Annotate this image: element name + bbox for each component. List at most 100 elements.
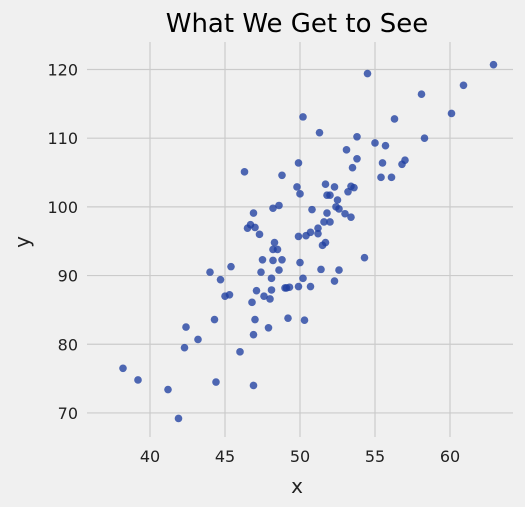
scatter-point	[387, 173, 396, 182]
scatter-point	[347, 213, 355, 221]
scatter-point	[296, 258, 304, 267]
scatter-point	[326, 218, 334, 226]
scatter-point	[212, 378, 220, 386]
scatter-point	[257, 268, 265, 276]
scatter-point	[489, 60, 498, 69]
x-tick-label: 55	[365, 447, 385, 466]
scatter-point	[251, 315, 259, 324]
scatter-point	[275, 266, 283, 274]
scatter-point	[321, 180, 330, 188]
x-tick-labels: 40 45 50 55 60	[140, 447, 460, 466]
chart-title: What We Get to See	[166, 9, 429, 39]
x-tick-label: 60	[440, 447, 460, 466]
scatter-point	[294, 282, 303, 291]
scatter-point	[420, 134, 429, 142]
x-tick-label: 50	[290, 447, 310, 466]
scatter-point	[296, 190, 304, 198]
scatter-point	[335, 205, 343, 213]
scatter-point	[348, 163, 357, 172]
scatter-point	[285, 283, 294, 292]
gridlines	[87, 42, 513, 437]
scatter-point	[371, 139, 379, 147]
scatter-point	[134, 376, 142, 384]
scatter-point	[216, 275, 225, 284]
scatter-point	[300, 316, 309, 325]
scatter-point	[293, 183, 301, 191]
scatter-point	[249, 381, 258, 390]
scatter-point	[377, 173, 385, 182]
scatter-point	[273, 245, 282, 254]
scatter-point	[299, 274, 307, 283]
y-tick-label: 110	[47, 129, 78, 148]
scatter-point	[360, 253, 369, 262]
scatter-point	[447, 109, 456, 118]
scatter-point	[236, 348, 244, 356]
scatter-point	[194, 335, 202, 344]
scatter-point	[284, 314, 292, 322]
x-tick-label: 45	[215, 447, 235, 466]
scatter-point	[248, 298, 256, 307]
scatter-point	[267, 286, 276, 294]
scatter-point	[353, 133, 361, 141]
scatter-point	[249, 209, 258, 217]
scatter-point	[278, 255, 286, 264]
scatter-point	[264, 323, 273, 332]
scatter-point	[417, 90, 426, 99]
scatter-point	[251, 223, 259, 232]
scatter-point	[164, 385, 172, 394]
scatter-point	[320, 218, 328, 226]
scatter-point	[270, 238, 279, 247]
scatter-point	[269, 256, 277, 265]
y-tick-label: 120	[47, 60, 78, 79]
scatter-point	[258, 255, 267, 264]
scatter-point	[240, 168, 249, 176]
scatter-point	[266, 295, 274, 303]
scatter-point	[119, 364, 127, 373]
scatter-point	[326, 191, 334, 199]
scatter-point	[317, 265, 325, 274]
scatter-point	[308, 205, 316, 214]
scatter-point	[260, 292, 268, 300]
x-tick-label: 40	[140, 447, 160, 466]
y-tick-label: 100	[47, 198, 78, 217]
scatter-point	[335, 266, 343, 274]
scatter-point	[401, 156, 409, 164]
scatter-point	[278, 171, 286, 180]
scatter-point	[275, 201, 283, 210]
scatter-point	[381, 141, 390, 150]
scatter-point	[350, 183, 358, 192]
scatter-point	[252, 286, 261, 295]
scatter-point	[314, 229, 322, 238]
scatter-point	[225, 291, 234, 299]
scatter-point	[206, 268, 214, 276]
scatter-point	[182, 323, 190, 331]
scatter-point	[255, 230, 264, 239]
scatter-point	[314, 224, 322, 232]
y-tick-label: 80	[58, 335, 78, 354]
scatter-point	[267, 274, 276, 283]
scatter-point	[306, 282, 315, 291]
scatter-point	[390, 115, 399, 123]
scatter-point	[227, 262, 235, 271]
data-points	[119, 60, 498, 423]
scatter-point	[333, 196, 342, 204]
scatter-point	[315, 128, 324, 137]
scatter-point	[363, 69, 372, 78]
scatter-point	[323, 209, 331, 217]
scatter-point	[342, 146, 351, 154]
scatter-point	[341, 209, 349, 218]
scatter-point	[330, 277, 339, 285]
scatter-point	[459, 81, 468, 90]
x-axis-label: x	[291, 474, 303, 498]
scatter-point	[353, 154, 361, 163]
scatter-point	[299, 113, 307, 121]
scatter-point	[174, 414, 183, 423]
scatter-point	[249, 330, 258, 339]
scatter-point	[378, 159, 387, 167]
scatter-point	[210, 315, 219, 324]
y-tick-label: 70	[58, 404, 78, 423]
y-axis-label: y	[10, 236, 34, 248]
scatter-point	[294, 232, 303, 241]
